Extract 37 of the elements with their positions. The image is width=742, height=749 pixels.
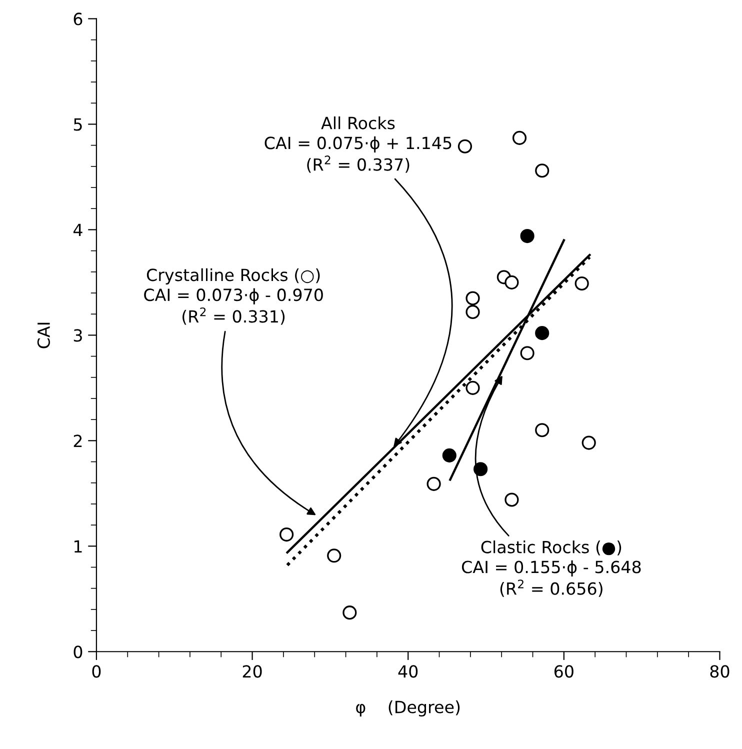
point (466, 304, 480, 320)
y-axis-title: CAI (37, 322, 50, 348)
point (426, 476, 441, 491)
x-tick-label: 40 (398, 665, 418, 678)
point (504, 275, 519, 290)
point (520, 346, 534, 360)
point (466, 291, 480, 306)
point (574, 276, 589, 291)
y-tick-label: 4 (73, 224, 82, 236)
point (327, 548, 342, 563)
point (520, 228, 534, 244)
point (442, 448, 456, 462)
x-tick-label: 0 (92, 665, 101, 678)
point (342, 606, 357, 620)
point (582, 436, 596, 450)
point (458, 139, 472, 154)
annotation: Crystalline Rocks (○) CAI = 0.073·ϕ - 0.970 (R$^{2}$ = 0.331) (144, 268, 323, 325)
point (504, 492, 519, 507)
point (535, 423, 550, 438)
point (512, 130, 527, 145)
annotation: Clastic Rocks (●) CAI = 0.155·ϕ - 5.648 (R$^{2}$ = 0.656) (462, 540, 641, 597)
y-tick-label: 5 (74, 118, 82, 131)
point (535, 326, 550, 340)
annotation: All Rocks CAI = 0.075·ϕ + 1.145 (R$^{2}$ = 0.337) (264, 116, 452, 173)
x-tick-label: 80 (710, 665, 730, 678)
y-tick-label: 2 (74, 434, 82, 447)
point (535, 164, 550, 178)
point (466, 380, 480, 395)
x-tick-label: 20 (242, 665, 262, 678)
y-tick-label: 1 (74, 540, 82, 552)
point (280, 527, 294, 542)
x-axis-title: φ (Degree) (356, 700, 460, 717)
y-tick-label: 6 (74, 12, 82, 26)
point (474, 462, 488, 476)
y-tick-label: 3 (74, 329, 82, 342)
y-tick-label: 0 (74, 646, 82, 658)
x-tick-label: 60 (554, 665, 574, 678)
